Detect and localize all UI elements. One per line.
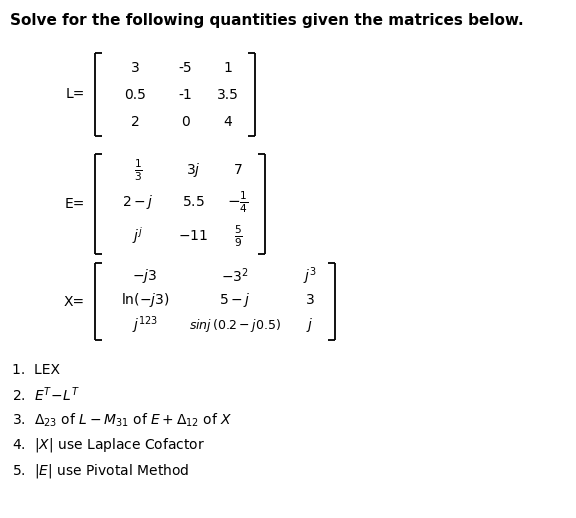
Text: E=: E= [65, 197, 85, 211]
Text: $-3^2$: $-3^2$ [221, 267, 249, 285]
Text: Solve for the following quantities given the matrices below.: Solve for the following quantities given… [10, 13, 524, 28]
Text: 1: 1 [223, 61, 233, 75]
Text: $5.5$: $5.5$ [181, 195, 204, 209]
Text: 4.  $|X|$ use Laplace Cofactor: 4. $|X|$ use Laplace Cofactor [12, 436, 205, 454]
Text: 5.  $|E|$ use Pivotal Method: 5. $|E|$ use Pivotal Method [12, 462, 190, 480]
Text: $\frac{1}{3}$: $\frac{1}{3}$ [134, 157, 142, 183]
Text: L=: L= [66, 88, 85, 102]
Text: $j^3$: $j^3$ [303, 265, 317, 287]
Text: $-11$: $-11$ [178, 229, 208, 243]
Text: 3: 3 [131, 61, 139, 75]
Text: 2.  $E^T\!-\!L^T$: 2. $E^T\!-\!L^T$ [12, 386, 80, 405]
Text: $-\frac{1}{4}$: $-\frac{1}{4}$ [227, 189, 249, 215]
Text: $\mathrm{ln}(-j3)$: $\mathrm{ln}(-j3)$ [121, 291, 169, 309]
Text: $j^{123}$: $j^{123}$ [132, 314, 158, 336]
Text: -1: -1 [178, 88, 192, 102]
Text: 3.  $\Delta_{23}$ of $L-M_{31}$ of $E+\Delta_{12}$ of $X$: 3. $\Delta_{23}$ of $L-M_{31}$ of $E+\De… [12, 411, 233, 429]
Text: 0: 0 [181, 115, 190, 129]
Text: $5-j$: $5-j$ [219, 291, 251, 309]
Text: 2: 2 [131, 115, 139, 129]
Text: 0.5: 0.5 [124, 88, 146, 102]
Text: $j^j$: $j^j$ [132, 225, 143, 247]
Text: 3.5: 3.5 [217, 88, 239, 102]
Text: $3j$: $3j$ [185, 161, 200, 179]
Text: -5: -5 [178, 61, 192, 75]
Text: 1.  LEX: 1. LEX [12, 363, 60, 377]
Text: $sinj\,(0.2-j0.5)$: $sinj\,(0.2-j0.5)$ [189, 316, 281, 334]
Text: $\frac{5}{9}$: $\frac{5}{9}$ [234, 223, 242, 249]
Text: $2-j$: $2-j$ [122, 193, 154, 211]
Text: $7$: $7$ [233, 163, 243, 177]
Text: 4: 4 [223, 115, 232, 129]
Text: X=: X= [64, 295, 85, 309]
Text: $3$: $3$ [305, 293, 315, 307]
Text: $j$: $j$ [306, 316, 314, 334]
Text: $-j3$: $-j3$ [132, 267, 158, 285]
